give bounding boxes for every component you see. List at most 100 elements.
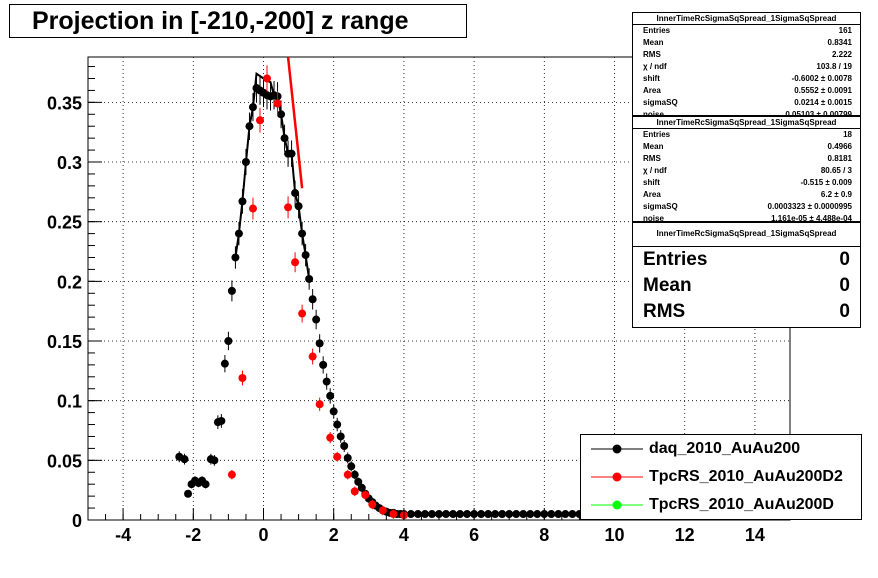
- point-daq: [526, 510, 535, 519]
- x-tick-label: 6: [469, 525, 479, 545]
- point-tpcrs-d2: [368, 500, 377, 509]
- point-daq: [220, 359, 229, 368]
- point-daq: [248, 103, 257, 112]
- point-tpcrs-d2: [343, 470, 352, 479]
- y-tick-label: 0.15: [47, 332, 82, 352]
- legend-entry-daq: daq_2010_AuAu200: [581, 435, 861, 463]
- point-daq: [234, 229, 243, 238]
- point-daq: [477, 510, 486, 519]
- point-daq: [533, 510, 542, 519]
- stats-row: sigmaSQ 0.0214 ± 0.0015: [633, 97, 860, 109]
- point-daq: [519, 510, 528, 519]
- stats-box-daq: InnerTimeRcSigmaSqSpread_1SigmaSqSpread …: [632, 12, 861, 119]
- stats-row: Entries 161: [633, 25, 860, 37]
- point-daq: [456, 510, 465, 519]
- stats-row: shift -0.6002 ± 0.0078: [633, 73, 860, 85]
- point-daq: [298, 229, 307, 238]
- x-tick-label: 4: [399, 525, 409, 545]
- stats-row: Area 6.2 ± 0.9: [633, 189, 860, 201]
- stats-box-tpcrs-d2: InnerTimeRcSigmaSqSpread_1SigmaSqSpread …: [632, 116, 861, 223]
- stats-row: χ / ndf 103.8 / 19: [633, 61, 860, 73]
- stats-value: 0.8181: [827, 154, 852, 163]
- point-daq: [217, 416, 226, 425]
- legend-entry-tpcrs-d: TpcRS_2010_AuAu200D: [581, 491, 861, 519]
- point-daq: [287, 149, 296, 158]
- stats-key: Entries: [643, 26, 671, 35]
- point-tpcrs-d2: [298, 309, 307, 318]
- point-daq: [357, 483, 366, 492]
- y-tick-label: 0.1: [57, 392, 82, 412]
- stats-key: Mean: [643, 142, 664, 151]
- stats-key: Mean: [643, 275, 692, 296]
- point-tpcrs-d2: [255, 116, 264, 125]
- point-daq: [442, 510, 451, 519]
- stats-value: -0.515 ± 0.009: [800, 178, 852, 187]
- point-daq: [184, 489, 193, 498]
- stats-value: -0.6002 ± 0.0078: [791, 74, 852, 83]
- stats-row: Mean 0: [633, 273, 860, 299]
- stats-row: RMS 0: [633, 299, 860, 325]
- point-tpcrs-d2: [315, 400, 324, 409]
- point-daq: [340, 442, 349, 451]
- chart-title-text: Projection in [-210,-200] z range: [32, 6, 409, 35]
- stats-key: noise: [643, 214, 664, 223]
- point-daq: [347, 462, 356, 471]
- stats-row: χ / ndf 80.65 / 3: [633, 165, 860, 177]
- stats-value: 0.5552 ± 0.0091: [794, 86, 852, 95]
- stats-row: Entries 0: [633, 247, 860, 273]
- stats-value: 0.8341: [827, 38, 852, 47]
- x-tick-label: -4: [115, 525, 131, 545]
- point-daq: [336, 432, 345, 441]
- point-daq: [277, 110, 286, 119]
- stats-key: RMS: [643, 50, 661, 59]
- point-tpcrs-d2: [238, 373, 247, 382]
- point-daq: [491, 510, 500, 519]
- point-daq: [498, 510, 507, 519]
- point-daq: [420, 510, 429, 519]
- point-tpcrs-d2: [326, 433, 335, 442]
- point-tpcrs-d2: [248, 204, 257, 213]
- stats-key: RMS: [643, 301, 686, 322]
- stats-box-tpcrs-d: InnerTimeRcSigmaSqSpread_1SigmaSqSpread …: [632, 222, 861, 328]
- stats-value: 161: [838, 26, 852, 35]
- stats-value: 1.161e-05 ± 4.488e-04: [771, 214, 852, 223]
- point-daq: [231, 253, 240, 262]
- point-daq: [343, 453, 352, 462]
- point-daq: [329, 407, 338, 416]
- y-tick-label: 0.3: [57, 153, 82, 173]
- point-tpcrs-d2: [361, 490, 370, 499]
- point-daq: [427, 510, 436, 519]
- point-daq: [280, 134, 289, 143]
- point-daq: [319, 360, 328, 369]
- stats-value: 0: [839, 249, 850, 270]
- point-daq: [315, 339, 324, 348]
- point-daq: [333, 420, 342, 429]
- legend-marker-tpcrs-d2: [591, 472, 643, 482]
- stats-value: 0: [839, 275, 850, 296]
- stats-row: sigmaSQ 0.0003323 ± 0.0000995: [633, 201, 860, 213]
- x-tick-label: -2: [185, 525, 201, 545]
- stats-row: Area 0.5552 ± 0.0091: [633, 85, 860, 97]
- y-tick-label: 0.25: [47, 213, 82, 233]
- legend-entry-tpcrs-d2: TpcRS_2010_AuAu200D2: [581, 463, 861, 491]
- point-daq: [463, 510, 472, 519]
- point-daq: [210, 456, 219, 465]
- point-tpcrs-d2: [273, 99, 282, 108]
- point-tpcrs-d2: [227, 470, 236, 479]
- legend-marker-daq: [591, 444, 643, 454]
- stats-row: Mean 0.8341: [633, 37, 860, 49]
- stats-row: noise 0.05103 ± 0.00799: [633, 109, 860, 121]
- point-daq: [301, 251, 310, 260]
- stats-box-name: InnerTimeRcSigmaSqSpread_1SigmaSqSpread: [633, 223, 860, 247]
- stats-value: 0: [839, 301, 850, 322]
- point-daq: [201, 480, 210, 489]
- point-daq: [413, 510, 422, 519]
- chart-title: Projection in [-210,-200] z range: [9, 4, 467, 38]
- point-daq: [561, 510, 570, 519]
- x-tick-label: 2: [329, 525, 339, 545]
- x-tick-label: 0: [258, 525, 268, 545]
- stats-key: sigmaSQ: [643, 202, 678, 211]
- point-daq: [406, 510, 415, 519]
- stats-key: shift: [643, 74, 660, 83]
- stats-key: Entries: [643, 130, 671, 139]
